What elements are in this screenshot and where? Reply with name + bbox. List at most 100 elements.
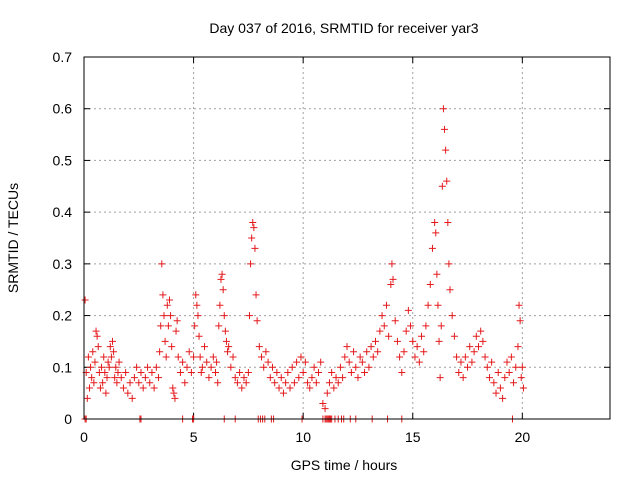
data-point (191, 322, 199, 330)
data-point (308, 374, 316, 382)
data-point (227, 363, 235, 371)
data-point (93, 332, 101, 340)
data-point (190, 353, 198, 361)
data-point (233, 379, 241, 387)
data-point (512, 363, 520, 371)
data-point (171, 394, 179, 402)
data-point (514, 343, 522, 351)
data-point (185, 348, 193, 356)
data-point (426, 281, 434, 289)
data-point (168, 343, 176, 351)
y-tick-label: 0.3 (53, 256, 73, 272)
data-point (378, 312, 386, 320)
data-point (277, 374, 285, 382)
data-point (409, 337, 417, 345)
data-point (176, 368, 184, 376)
data-point (420, 348, 428, 356)
data-point (391, 317, 399, 325)
data-point (248, 234, 256, 242)
data-point (108, 337, 116, 345)
gridlines (84, 57, 610, 419)
data-point (433, 270, 441, 278)
data-point (156, 348, 164, 356)
data-point (128, 394, 136, 402)
data-point (216, 301, 224, 309)
y-tick-label: 0.5 (53, 152, 73, 168)
data-point (252, 291, 260, 299)
data-point (290, 379, 298, 387)
data-point (258, 353, 266, 361)
data-point (92, 327, 100, 335)
data-point (323, 389, 331, 397)
data-point (271, 379, 279, 387)
data-point (215, 322, 223, 330)
data-point (354, 374, 362, 382)
data-point (150, 384, 158, 392)
data-point (124, 389, 132, 397)
data-point (352, 363, 360, 371)
data-point (87, 363, 95, 371)
data-point (229, 353, 237, 361)
data-point (472, 332, 480, 340)
data-point (496, 384, 504, 392)
data-point (464, 363, 472, 371)
y-tick-label: 0.1 (53, 359, 73, 375)
data-point (113, 379, 121, 387)
data-point (475, 343, 482, 351)
data-point (238, 384, 246, 392)
data-point (155, 374, 163, 382)
data-point (159, 291, 167, 299)
data-point (195, 332, 203, 340)
x-tick-label: 5 (190, 429, 198, 445)
data-point (407, 322, 415, 330)
data-point (434, 301, 442, 309)
data-point (479, 337, 487, 345)
data-point (284, 368, 292, 376)
data-point (488, 358, 496, 366)
data-point (448, 312, 456, 320)
data-point (146, 379, 154, 387)
data-point (275, 384, 283, 392)
data-point (435, 337, 443, 345)
y-axis-label: SRMTID / TECUs (5, 183, 21, 293)
data-point (477, 327, 485, 335)
data-point (107, 353, 115, 361)
data-point (197, 368, 205, 376)
data-point (217, 275, 225, 283)
x-tick-label: 15 (405, 429, 421, 445)
data-point (443, 177, 451, 185)
data-point (439, 105, 447, 113)
data-point (172, 327, 180, 335)
data-point (363, 348, 371, 356)
data-point (219, 286, 227, 294)
data-point (310, 363, 318, 371)
data-point (301, 358, 309, 366)
data-point (268, 363, 276, 371)
data-point (279, 389, 287, 397)
data-point (418, 332, 426, 340)
data-point (483, 363, 491, 371)
data-point (286, 384, 294, 392)
data-point (404, 306, 412, 314)
data-point (501, 374, 509, 382)
data-point (173, 317, 181, 325)
data-point (422, 322, 430, 330)
data-point (112, 363, 120, 371)
data-point (510, 379, 518, 387)
data-point (181, 379, 189, 387)
data-point (242, 379, 250, 387)
data-point (160, 312, 168, 320)
data-point (126, 379, 134, 387)
data-point (459, 374, 467, 382)
axis-ticks (83, 56, 610, 420)
data-point (161, 337, 169, 345)
data-point (224, 348, 232, 356)
data-point (382, 301, 390, 309)
data-point (437, 322, 445, 330)
data-point (445, 260, 453, 268)
data-points (81, 105, 527, 423)
data-point (225, 343, 233, 351)
data-point (114, 368, 122, 376)
data-point (457, 358, 465, 366)
